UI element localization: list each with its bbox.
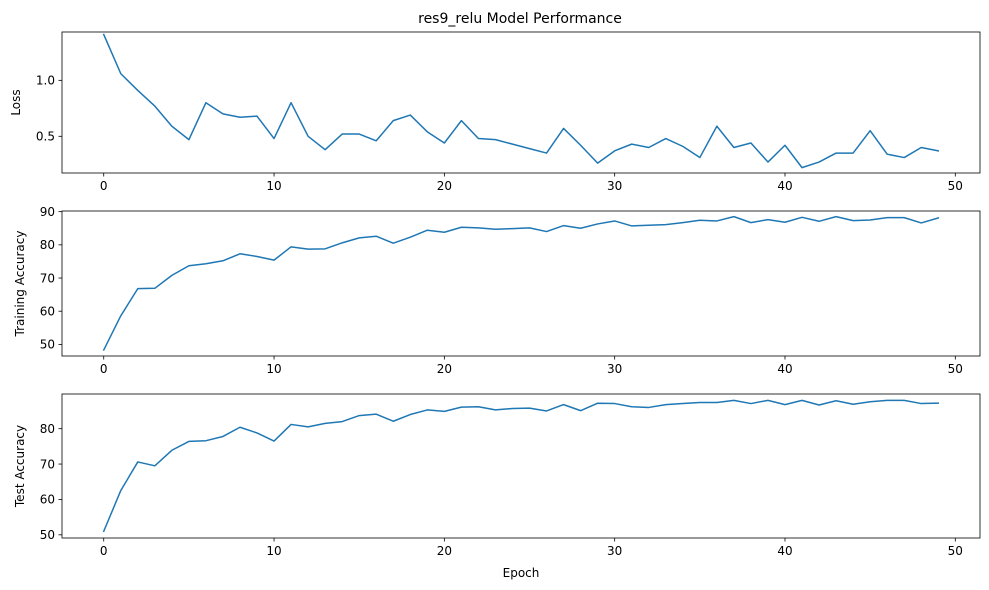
x-axis-label: Epoch bbox=[503, 566, 540, 580]
y-tick-label: 70 bbox=[40, 457, 55, 471]
y-axis-label: Loss bbox=[9, 89, 23, 115]
y-tick-label: 60 bbox=[40, 305, 55, 319]
x-tick-label: 0 bbox=[100, 362, 108, 376]
y-tick-label: 1.0 bbox=[36, 74, 55, 88]
x-tick-label: 30 bbox=[607, 362, 622, 376]
x-tick-label: 30 bbox=[607, 179, 622, 193]
y-tick-label: 60 bbox=[40, 493, 55, 507]
subplot-1: 0 10 20 30 40 50 0.5 1.0 Loss bbox=[9, 31, 981, 193]
panels: 0 10 20 30 40 50 0.5 1.0 Loss 0 10 20 30 40 50 50 60 70 80… bbox=[9, 31, 981, 580]
x-tick-label: 50 bbox=[948, 179, 963, 193]
subplot-2: 0 10 20 30 40 50 50 60 70 80 90 Training Accuracy bbox=[13, 205, 981, 376]
x-tick-label: 20 bbox=[437, 544, 452, 558]
axes-frame bbox=[61, 393, 981, 539]
series-line-1-1 bbox=[102, 33, 940, 169]
x-tick-label: 50 bbox=[948, 544, 963, 558]
y-axis-label: Training Accuracy bbox=[13, 231, 27, 338]
axes-frame bbox=[61, 210, 981, 357]
y-tick-label: 80 bbox=[40, 422, 55, 436]
axes-frame bbox=[61, 31, 981, 174]
series-line-2-1 bbox=[102, 215, 940, 352]
y-axis-label: Test Accuracy bbox=[13, 425, 27, 508]
x-tick-label: 0 bbox=[100, 179, 108, 193]
y-tick-label: 50 bbox=[40, 338, 55, 352]
x-tick-label: 0 bbox=[100, 544, 108, 558]
x-tick-label: 10 bbox=[266, 179, 281, 193]
y-tick-label: 50 bbox=[40, 528, 55, 542]
x-tick-label: 30 bbox=[607, 544, 622, 558]
x-tick-label: 40 bbox=[777, 362, 792, 376]
y-tick-label: 80 bbox=[40, 238, 55, 252]
x-tick-label: 20 bbox=[437, 362, 452, 376]
y-tick-label: 70 bbox=[40, 271, 55, 285]
x-tick-label: 10 bbox=[266, 544, 281, 558]
x-tick-label: 10 bbox=[266, 362, 281, 376]
x-tick-label: 40 bbox=[777, 544, 792, 558]
x-tick-label: 50 bbox=[948, 362, 963, 376]
y-tick-label: 90 bbox=[40, 205, 55, 219]
series-line-3-1 bbox=[102, 399, 940, 533]
y-tick-label: 0.5 bbox=[36, 130, 55, 144]
x-tick-label: 20 bbox=[437, 179, 452, 193]
chart-title: res9_relu Model Performance bbox=[418, 11, 622, 27]
subplot-3: 0 10 20 30 40 50 50 60 70 80 Test Accuracy Epoch bbox=[13, 393, 981, 580]
x-tick-label: 40 bbox=[777, 179, 792, 193]
